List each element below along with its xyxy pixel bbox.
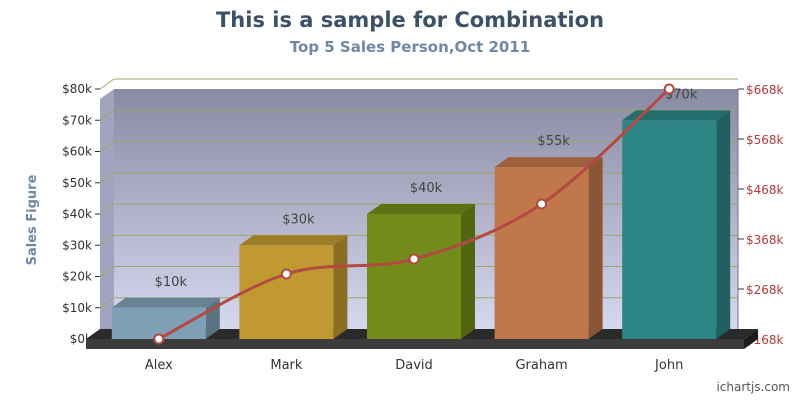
gridline-side — [99, 266, 115, 277]
y-right-tick-label: $568k — [746, 133, 784, 147]
line-point — [408, 253, 420, 265]
chart-title: This is a sample for Combination — [215, 8, 605, 32]
bar-top — [622, 110, 731, 121]
gridline-side — [99, 203, 115, 215]
gridline-side — [99, 109, 115, 121]
bar — [622, 120, 717, 339]
y-right-tick-label: $368k — [746, 233, 784, 247]
y-right-tick-label: $668k — [746, 83, 784, 97]
line-point — [536, 198, 548, 210]
gridline-side — [99, 297, 115, 309]
y-left-tick-label: $30k — [62, 238, 92, 252]
bar-side — [588, 157, 603, 339]
bar — [367, 214, 461, 339]
bar-side — [333, 235, 348, 339]
bar-data-label: $30k — [282, 212, 315, 227]
x-tick-label: Mark — [270, 358, 303, 373]
x-tick-label: John — [654, 358, 683, 373]
bar-data-label: $40k — [410, 181, 443, 196]
credit-text: ichartjs.com — [716, 380, 790, 394]
gridline-side — [99, 141, 115, 152]
y-left-tick-label: $40k — [62, 207, 92, 221]
gridline-side — [99, 78, 115, 90]
y-left-tick-label: $20k — [62, 270, 92, 284]
bar-top — [367, 204, 475, 214]
bar-data-label: $10k — [155, 275, 188, 290]
y-right-tick-label: $468k — [746, 183, 784, 197]
bar — [494, 167, 589, 339]
bar-side — [461, 204, 475, 339]
bar-top — [111, 297, 220, 308]
bar-top — [494, 157, 603, 168]
y-left-tick-label: $80k — [62, 82, 92, 96]
line-point — [153, 333, 165, 345]
line-point — [663, 83, 675, 95]
x-tick-label: David — [395, 358, 433, 373]
chart-floor-side — [744, 329, 758, 349]
y-left-tick-label: $10k — [62, 301, 92, 315]
plot-side-wall — [100, 89, 114, 339]
y-left-tick-label: $50k — [62, 176, 92, 190]
gridline-side — [99, 172, 115, 184]
chart-subtitle: Top 5 Sales Person,Oct 2011 — [289, 38, 531, 56]
bar — [239, 245, 334, 339]
y-axis-title: Sales Figure — [25, 174, 40, 265]
bar-data-label: $55k — [537, 134, 570, 149]
bar-top — [239, 235, 348, 246]
line-point — [280, 268, 292, 280]
chart-floor-front — [86, 339, 744, 349]
y-left-tick-label: $70k — [62, 113, 92, 127]
x-tick-label: Graham — [515, 358, 567, 373]
y-right-tick-label: $268k — [746, 283, 784, 297]
x-tick-label: Alex — [145, 358, 173, 373]
bar-side — [716, 110, 731, 339]
y-left-tick-label: $60k — [62, 145, 92, 159]
gridline-side — [99, 234, 115, 246]
